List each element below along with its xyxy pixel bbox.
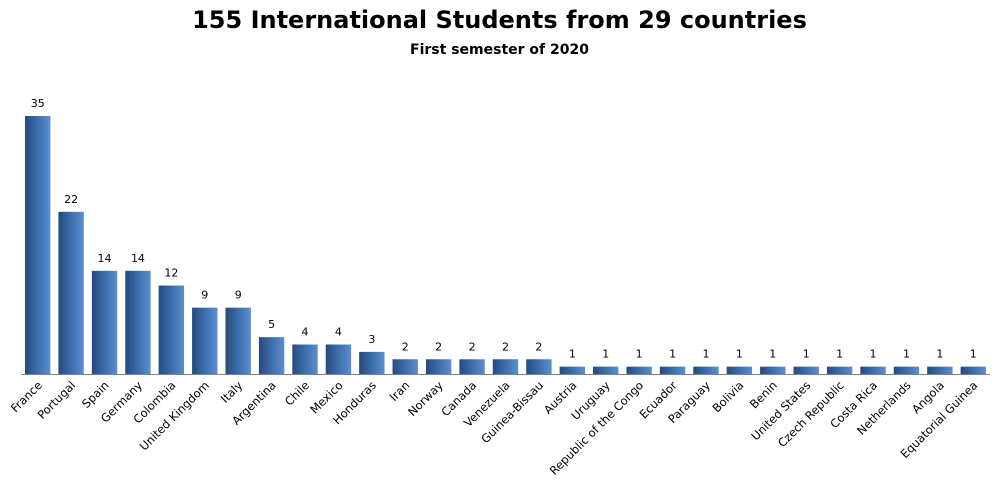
- value-label: 1: [903, 348, 910, 361]
- value-label: 4: [302, 326, 309, 339]
- value-label: 1: [870, 348, 877, 361]
- value-label: 35: [31, 97, 45, 110]
- category-label: Bolivia: [709, 378, 746, 415]
- bar-united-states: [793, 366, 819, 374]
- bar-costa-rica: [860, 366, 886, 374]
- value-label: 12: [164, 267, 178, 280]
- bar-republic-of-the-congo: [626, 366, 652, 374]
- bar-netherlands: [893, 366, 920, 374]
- bar-germany: [125, 270, 151, 374]
- value-label: 2: [402, 340, 409, 353]
- bar-uruguay: [593, 366, 619, 374]
- bar-honduras: [359, 351, 385, 374]
- bar-norway: [425, 359, 452, 374]
- bar-colombia: [158, 285, 185, 374]
- bar-chile: [292, 344, 318, 374]
- value-label: 4: [335, 326, 342, 339]
- value-label: 14: [98, 252, 112, 265]
- category-label: Italy: [218, 378, 246, 406]
- bar-italy: [225, 307, 251, 374]
- value-label: 1: [769, 348, 776, 361]
- bar-united-kingdom: [192, 307, 218, 374]
- chart-subtitle: First semester of 2020: [410, 42, 589, 58]
- value-label: 2: [469, 340, 476, 353]
- value-label: 2: [435, 340, 442, 353]
- value-label: 14: [131, 252, 145, 265]
- bar-paraguay: [693, 366, 719, 374]
- bar-guinea-bissau: [526, 359, 552, 374]
- bar-czech-republic: [826, 366, 853, 374]
- value-label: 2: [502, 340, 509, 353]
- bar-venezuela: [492, 359, 519, 374]
- value-label: 1: [602, 348, 609, 361]
- bar-benin: [760, 366, 786, 374]
- value-label: 3: [368, 333, 375, 346]
- value-label: 5: [268, 318, 275, 331]
- bar-ecuador: [659, 366, 686, 374]
- bar-equatorial-guinea: [960, 366, 986, 374]
- value-label: 1: [970, 348, 977, 361]
- chart-title: 155 International Students from 29 count…: [192, 6, 807, 34]
- category-label: Iran: [387, 378, 413, 404]
- category-label: Norway: [405, 378, 446, 419]
- value-label: 1: [669, 348, 676, 361]
- bar-portugal: [58, 211, 84, 374]
- bar-mexico: [325, 344, 352, 374]
- value-label: 1: [702, 348, 709, 361]
- value-label: 1: [803, 348, 810, 361]
- value-label: 2: [535, 340, 542, 353]
- category-label: Chile: [282, 378, 312, 408]
- value-label: 1: [836, 348, 843, 361]
- bar-spain: [91, 270, 118, 374]
- bar-argentina: [258, 337, 285, 374]
- value-label: 22: [64, 193, 78, 206]
- value-label: 1: [636, 348, 643, 361]
- bar-france: [25, 116, 51, 374]
- value-label: 1: [936, 348, 943, 361]
- bars-group: [25, 116, 986, 374]
- value-label: 1: [569, 348, 576, 361]
- value-label: 9: [235, 289, 242, 302]
- value-label: 9: [201, 289, 208, 302]
- bar-iran: [392, 359, 418, 374]
- bar-angola: [927, 366, 953, 374]
- bar-austria: [559, 366, 586, 374]
- bar-canada: [459, 359, 485, 374]
- bar-bolivia: [726, 366, 753, 374]
- value-label: 1: [736, 348, 743, 361]
